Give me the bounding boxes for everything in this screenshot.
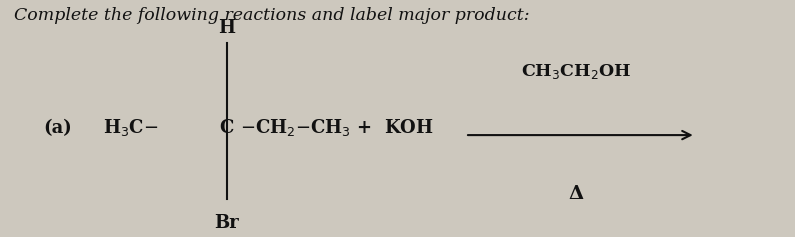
Text: H$_3$C$-$: H$_3$C$-$	[103, 118, 158, 138]
Text: Br: Br	[214, 214, 239, 232]
Text: C: C	[219, 119, 234, 137]
Text: $-$CH$_2$$-$CH$_3$ +  KOH: $-$CH$_2$$-$CH$_3$ + KOH	[240, 118, 434, 138]
Text: Δ: Δ	[568, 185, 584, 203]
Text: (a): (a)	[44, 119, 72, 137]
Text: H: H	[218, 19, 235, 37]
Text: Complete the following reactions and label major product:: Complete the following reactions and lab…	[14, 7, 530, 24]
Text: CH$_3$CH$_2$OH: CH$_3$CH$_2$OH	[522, 62, 631, 81]
